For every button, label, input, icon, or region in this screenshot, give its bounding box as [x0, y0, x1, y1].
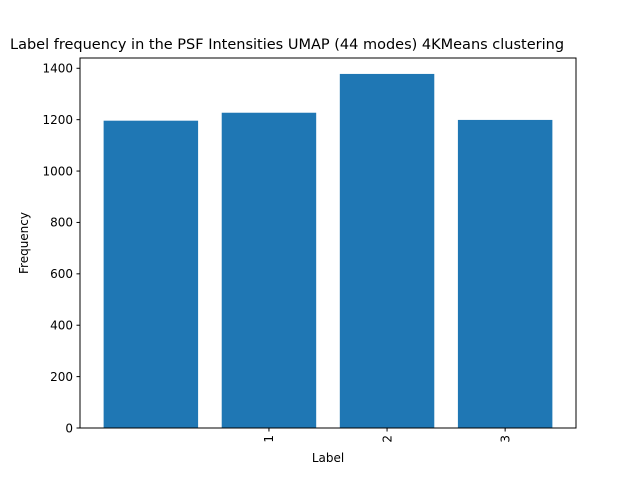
- y-tick-label: 200: [50, 370, 73, 384]
- y-axis-label: Frequency: [17, 212, 31, 274]
- x-tick-label: 1: [262, 435, 276, 443]
- y-tick-label: 400: [50, 319, 73, 333]
- x-tick-label: 2: [380, 435, 394, 443]
- bar-label-3: [457, 119, 553, 429]
- plot-area: [103, 73, 553, 429]
- y-tick-label: 800: [50, 216, 73, 230]
- bar-label-2: [339, 73, 435, 429]
- bar-label-0: [103, 120, 199, 428]
- x-tick-label: 3: [498, 435, 512, 443]
- x-axis-label: Label: [312, 451, 344, 465]
- axes-frame: [79, 57, 577, 429]
- y-tick-label: 600: [50, 267, 73, 281]
- y-tick-label: 0: [65, 421, 73, 435]
- y-tick-label: 1000: [42, 164, 73, 178]
- chart-title: Label frequency in the PSF Intensities U…: [10, 37, 564, 53]
- bar-label-1: [221, 112, 317, 428]
- y-tick-label: 1200: [42, 113, 73, 127]
- y-tick-label: 1400: [42, 62, 73, 76]
